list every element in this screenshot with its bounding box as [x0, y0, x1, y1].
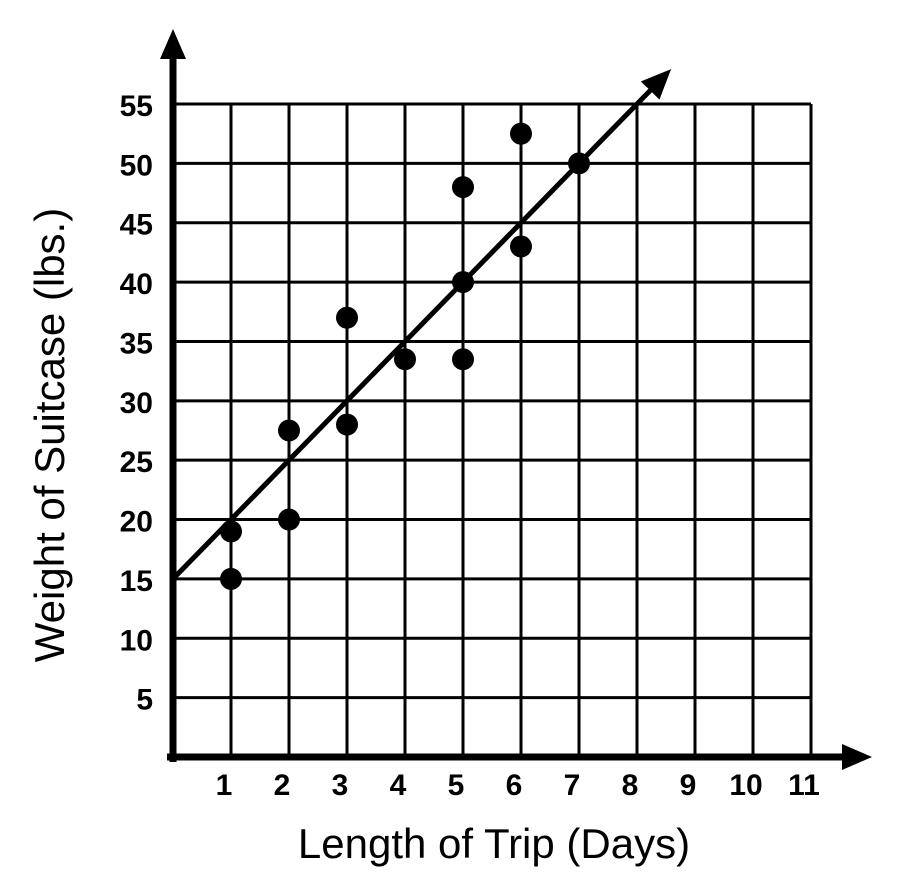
gridlines	[173, 102, 813, 757]
trend-line	[171, 69, 672, 581]
data-point	[336, 413, 358, 436]
axes	[160, 29, 872, 770]
x-tick-label: 11	[788, 769, 820, 802]
y-tick-label: 20	[120, 506, 153, 539]
data-point	[452, 348, 474, 371]
y-tick-label: 30	[120, 387, 153, 420]
x-tick-label: 10	[729, 769, 762, 802]
y-tick-label: 25	[120, 446, 153, 479]
data-point	[568, 152, 590, 175]
data-point	[220, 567, 242, 590]
x-tick-label: 8	[622, 769, 639, 802]
data-point	[452, 271, 474, 294]
x-tick-label: 6	[506, 769, 523, 802]
y-tick-label: 10	[120, 624, 153, 657]
data-point	[220, 520, 242, 543]
y-tick-label: 5	[136, 684, 153, 717]
data-points	[220, 122, 590, 590]
data-point	[452, 176, 474, 199]
x-tick-label: 7	[564, 769, 581, 802]
y-tick-label: 45	[120, 209, 153, 242]
y-tick-label: 40	[120, 268, 153, 301]
y-tick-label: 15	[120, 565, 153, 598]
x-tick-label: 1	[216, 769, 233, 802]
y-tick-label: 55	[120, 90, 153, 123]
data-point	[394, 348, 416, 371]
y-tick-label: 50	[120, 149, 153, 182]
x-tick-label: 5	[448, 769, 465, 802]
y-axis-title: Weight of Suitcase (lbs.)	[26, 208, 73, 662]
data-point	[510, 235, 532, 258]
data-point	[278, 508, 300, 531]
data-point	[336, 306, 358, 329]
x-tick-label: 2	[274, 769, 291, 802]
x-tick-label: 9	[680, 769, 697, 802]
x-tick-label: 4	[390, 769, 407, 802]
x-axis-title: Length of Trip (Days)	[298, 820, 690, 867]
data-point	[278, 419, 300, 442]
x-tick-label: 3	[332, 769, 349, 802]
y-tick-label: 35	[120, 327, 153, 360]
trend-line-group	[171, 69, 672, 581]
data-point	[510, 122, 532, 145]
